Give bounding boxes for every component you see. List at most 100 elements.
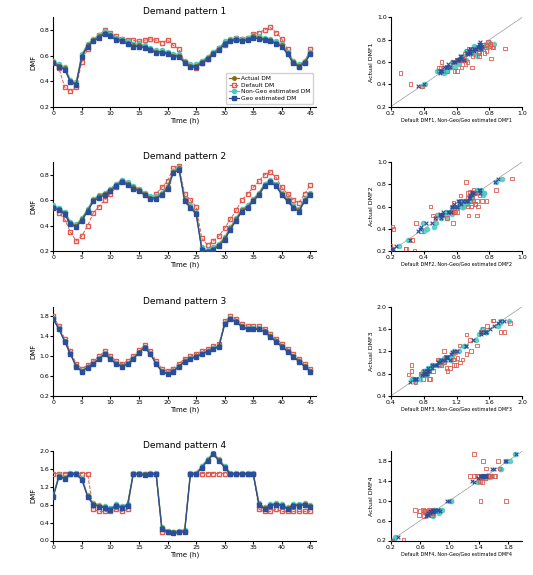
Point <box>437 213 445 223</box>
Point <box>465 48 473 58</box>
Point <box>505 319 514 328</box>
Point <box>464 46 473 55</box>
Point <box>464 193 472 202</box>
Point <box>438 66 447 75</box>
Point <box>462 330 471 339</box>
Point <box>448 58 457 67</box>
Point <box>475 41 484 50</box>
Point <box>426 506 434 515</box>
Point <box>431 213 440 223</box>
Point <box>490 321 498 331</box>
Point <box>438 211 446 220</box>
Point <box>442 66 451 75</box>
Point <box>472 187 480 197</box>
Point <box>463 48 472 58</box>
X-axis label: Default DMF3, Non-Geo/Geo estimated DMF3: Default DMF3, Non-Geo/Geo estimated DMF3 <box>401 407 512 411</box>
Point <box>478 41 486 51</box>
Point <box>486 472 494 481</box>
Point <box>423 510 431 519</box>
Point <box>449 58 457 67</box>
Point <box>449 202 458 211</box>
Point <box>468 189 477 198</box>
Point <box>502 496 510 505</box>
Point <box>453 347 461 356</box>
Point <box>446 208 455 217</box>
Point <box>479 327 487 336</box>
Point <box>481 327 490 336</box>
X-axis label: Default DMF1, Non-Geo/Geo estimated DMF1: Default DMF1, Non-Geo/Geo estimated DMF1 <box>401 117 512 122</box>
Point <box>448 218 457 228</box>
Point <box>438 210 447 219</box>
Point <box>458 202 466 211</box>
Point <box>443 63 452 72</box>
Point <box>435 358 444 367</box>
Point <box>474 202 482 211</box>
Point <box>482 472 490 481</box>
Point <box>415 374 424 384</box>
Point <box>466 193 474 202</box>
Point <box>478 324 486 333</box>
Point <box>436 66 445 75</box>
Point <box>477 185 486 194</box>
Point <box>463 46 471 55</box>
Point <box>470 41 478 51</box>
Point <box>482 327 490 336</box>
X-axis label: Time (h): Time (h) <box>170 262 199 269</box>
Point <box>475 48 483 58</box>
Point <box>406 377 414 386</box>
Point <box>479 191 488 200</box>
Point <box>512 449 521 458</box>
Point <box>424 366 433 375</box>
Point <box>469 335 478 344</box>
Point <box>401 244 410 254</box>
Point <box>496 327 505 336</box>
Point <box>386 247 395 256</box>
Point <box>406 235 414 244</box>
Point <box>473 211 481 220</box>
Point <box>467 202 475 211</box>
Point <box>464 46 473 55</box>
Point <box>429 366 438 375</box>
Point <box>418 218 427 228</box>
Point <box>471 200 480 209</box>
Point <box>448 208 456 217</box>
Point <box>477 44 485 53</box>
Point <box>485 472 494 481</box>
Point <box>479 472 487 481</box>
Point <box>466 46 475 55</box>
Point <box>393 532 402 541</box>
Point <box>482 464 490 473</box>
Point <box>477 189 486 198</box>
Point <box>431 506 440 515</box>
Point <box>428 510 437 519</box>
Point <box>455 60 463 69</box>
Point <box>437 66 446 75</box>
Point <box>472 335 480 344</box>
Point <box>483 472 491 481</box>
Point <box>482 43 490 52</box>
Point <box>500 327 509 336</box>
Point <box>443 353 451 362</box>
Point <box>481 472 490 481</box>
Point <box>470 189 478 198</box>
Y-axis label: Actual DMF2: Actual DMF2 <box>369 187 374 227</box>
Point <box>439 355 447 364</box>
Point <box>425 506 434 515</box>
Point <box>473 341 482 350</box>
Point <box>477 44 485 53</box>
Point <box>459 52 468 61</box>
Y-axis label: DMF: DMF <box>30 344 36 359</box>
Point <box>425 509 433 518</box>
Point <box>421 369 429 378</box>
Point <box>475 330 483 339</box>
Point <box>457 55 466 64</box>
Point <box>425 366 433 375</box>
Point <box>411 374 419 384</box>
Point <box>443 63 452 72</box>
Point <box>483 472 491 481</box>
Point <box>428 507 437 516</box>
Point <box>447 496 455 505</box>
Point <box>508 174 516 183</box>
Point <box>482 41 491 50</box>
Point <box>450 348 459 357</box>
